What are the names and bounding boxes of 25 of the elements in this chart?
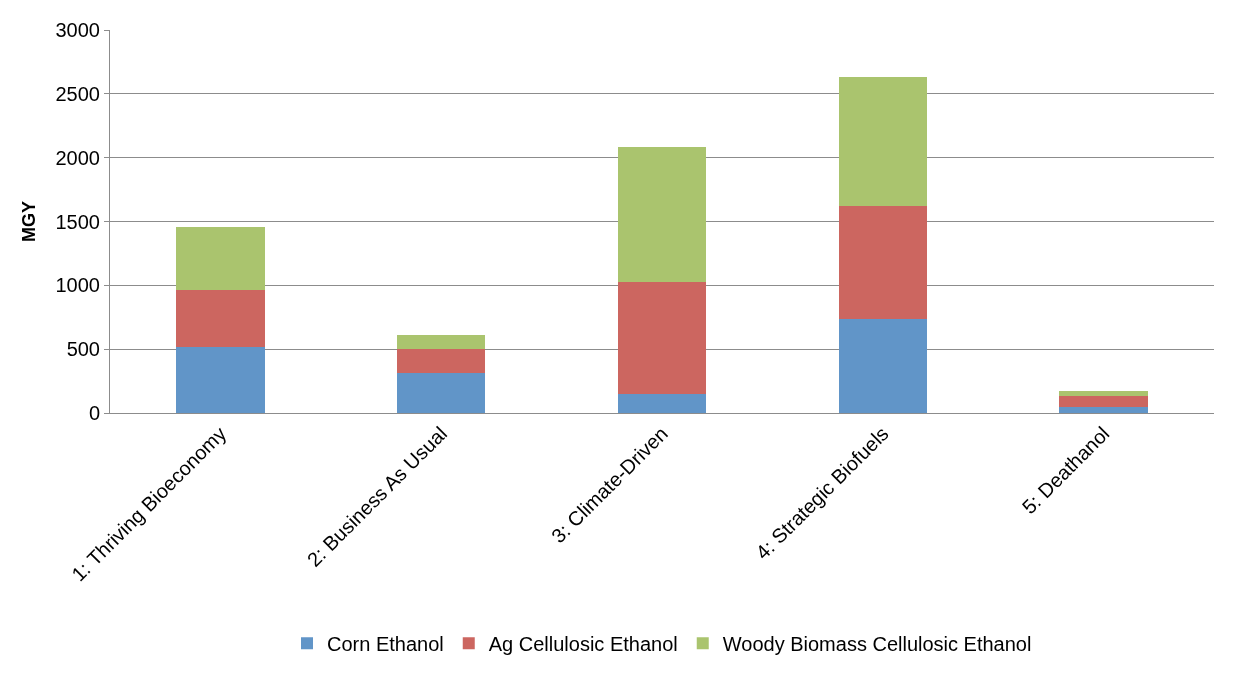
bar [617,281,707,394]
bar [1059,396,1148,408]
bar [838,206,927,319]
y-tick-label: 500 [66,338,100,361]
y-tick-label: 0 [88,402,100,424]
bar [176,290,265,347]
y-tick-label: 2500 [55,82,100,105]
bar [397,373,486,413]
legend-label: Ag Cellulosic Ethanol [488,632,678,655]
bar [838,77,927,207]
bar [397,335,486,350]
y-tick-label: 2000 [55,146,100,169]
legend-label: Woody Biomass Cellulosic Ethanol [722,632,1032,655]
y-tick-label: 1000 [55,274,100,297]
bar [176,346,265,413]
bar [176,226,265,291]
bar [617,393,707,413]
bar [617,147,707,282]
y-tick-label: 1500 [55,210,100,233]
bar [1059,407,1148,413]
y-tick-label: 3000 [55,19,100,41]
legend-label: Corn Ethanol [327,632,444,655]
bar [838,318,927,413]
bar [397,349,486,374]
y-axis-title: MGY [18,200,39,243]
